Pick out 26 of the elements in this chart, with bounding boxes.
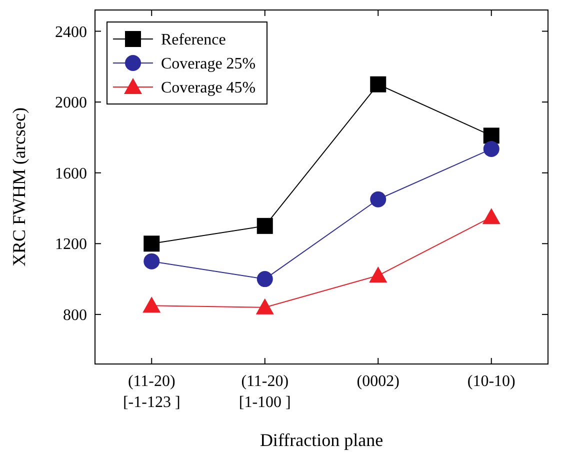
y-tick-label: 2400 — [55, 24, 87, 41]
point — [370, 76, 386, 92]
point — [256, 271, 273, 288]
point — [256, 298, 274, 314]
point — [256, 218, 273, 234]
point — [144, 236, 160, 252]
point — [142, 296, 161, 313]
x-axis-title: Diffraction plane — [260, 430, 384, 450]
point — [144, 253, 160, 270]
legend-label: Coverage 45% — [161, 80, 256, 97]
point — [483, 128, 500, 144]
legend-label: Coverage 25% — [161, 56, 256, 73]
x-tick-label: (11-20) [1-100 ] — [238, 373, 291, 411]
point — [369, 266, 388, 282]
y-tick-label: 2000 — [55, 94, 87, 112]
point — [370, 191, 386, 208]
point — [483, 140, 500, 157]
x-tick-label: (0002) — [356, 373, 400, 390]
x-tick-label: (11-20) [-1-123 ] — [122, 373, 180, 411]
legend-label: Reference — [161, 32, 226, 49]
y-axis-title: XRC FWHM (arcsec) — [9, 108, 29, 266]
y-tick-label: 800 — [63, 307, 87, 324]
x-tick-label: (10-10) — [467, 373, 516, 390]
y-tick-label: 1200 — [55, 236, 87, 254]
point — [482, 208, 500, 224]
y-tick-label: 1600 — [55, 165, 87, 182]
